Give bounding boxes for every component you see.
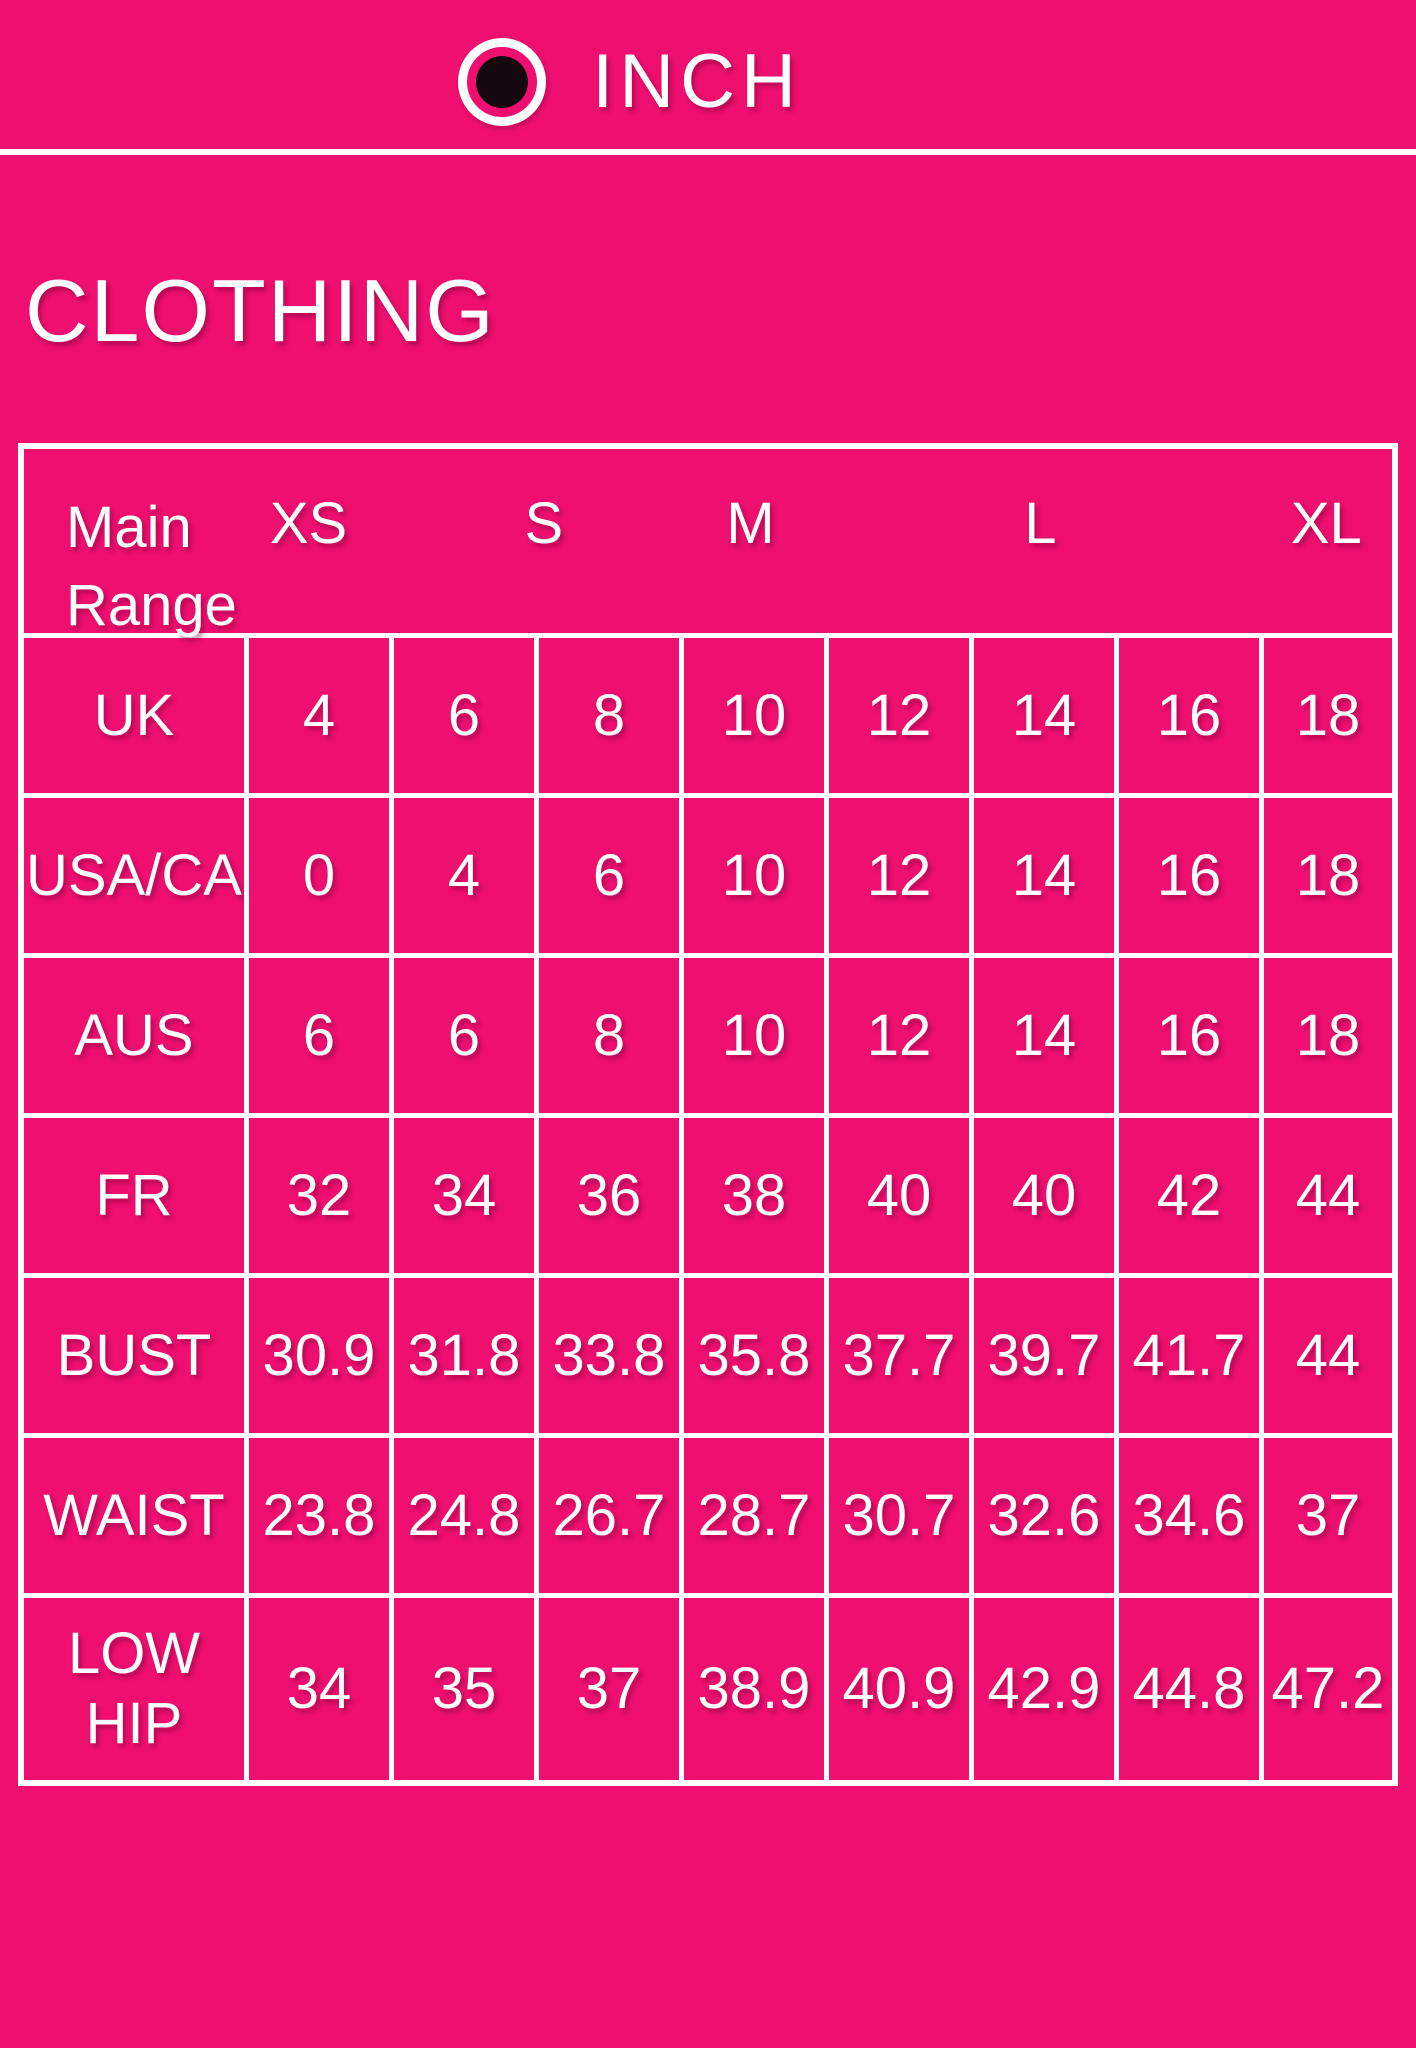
size-value-cell: 32.6: [969, 1433, 1114, 1593]
size-value-cell: 18: [1259, 633, 1392, 793]
size-value-cell: 4: [389, 793, 534, 953]
size-value-cell: 10: [679, 633, 824, 793]
row-label: UK: [24, 633, 244, 793]
size-header-label: S: [524, 491, 564, 556]
size-value-cell: 40: [824, 1113, 969, 1273]
size-value-cell: 16: [1114, 793, 1259, 953]
size-header-label: L: [1024, 491, 1057, 556]
size-value-cell: 31.8: [389, 1273, 534, 1433]
size-value-cell: 12: [824, 793, 969, 953]
size-value-cell: 36: [534, 1113, 679, 1273]
inch-radio-label[interactable]: INCH: [592, 38, 802, 124]
size-value-cell: 6: [389, 633, 534, 793]
size-value-cell: 47.2: [1259, 1593, 1392, 1780]
size-header-label: XS: [269, 491, 348, 556]
row-label: WAIST: [24, 1433, 244, 1593]
size-value-cell: 10: [679, 953, 824, 1113]
radio-selected-dot: [476, 55, 529, 108]
size-value-cell: 30.7: [824, 1433, 969, 1593]
size-value-cell: 14: [969, 953, 1114, 1113]
size-value-cell: 12: [824, 633, 969, 793]
row-label: BUST: [24, 1273, 244, 1433]
size-value-cell: 34.6: [1114, 1433, 1259, 1593]
size-value-cell: 37: [1259, 1433, 1392, 1593]
row-label: LOW HIP: [24, 1593, 244, 1780]
size-value-cell: 44.8: [1114, 1593, 1259, 1780]
size-value-cell: 16: [1114, 633, 1259, 793]
size-value-cell: 41.7: [1114, 1273, 1259, 1433]
size-value-cell: 12: [824, 953, 969, 1113]
size-value-cell: 44: [1259, 1273, 1392, 1433]
size-value-cell: 24.8: [389, 1433, 534, 1593]
size-value-cell: 42.9: [969, 1593, 1114, 1780]
size-value-cell: 14: [969, 793, 1114, 953]
size-value-cell: 38: [679, 1113, 824, 1273]
clothing-size-table: Main Range XS S M L XL UK 4 6 8 10 12 14 16 18 USA/CA…: [18, 443, 1398, 1786]
size-value-cell: 0: [244, 793, 389, 953]
size-header-label: XL: [1290, 491, 1362, 556]
size-value-cell: 6: [534, 793, 679, 953]
size-value-cell: 10: [679, 793, 824, 953]
size-value-cell: 6: [244, 953, 389, 1113]
size-value-cell: 33.8: [534, 1273, 679, 1433]
size-header-label: M: [726, 491, 775, 556]
size-value-cell: 18: [1259, 793, 1392, 953]
size-value-cell: 34: [389, 1113, 534, 1273]
size-value-cell: 38.9: [679, 1593, 824, 1780]
size-value-cell: 26.7: [534, 1433, 679, 1593]
size-value-cell: 44: [1259, 1113, 1392, 1273]
size-value-cell: 39.7: [969, 1273, 1114, 1433]
size-value-cell: 37: [534, 1593, 679, 1780]
size-value-cell: 40: [969, 1113, 1114, 1273]
corner-label: Main Range: [66, 495, 237, 639]
size-value-cell: 8: [534, 953, 679, 1113]
size-value-cell: 35: [389, 1593, 534, 1780]
size-value-cell: 4: [244, 633, 389, 793]
section-title: CLOTHING: [25, 261, 496, 360]
size-value-cell: 42: [1114, 1113, 1259, 1273]
table-header-row: Main Range XS S M L XL: [24, 449, 1392, 639]
size-value-cell: 30.9: [244, 1273, 389, 1433]
unit-selector-group: INCH: [458, 37, 802, 126]
size-value-cell: 14: [969, 633, 1114, 793]
inch-radio-button[interactable]: [458, 37, 547, 126]
size-value-cell: 34: [244, 1593, 389, 1780]
size-value-cell: 6: [389, 953, 534, 1113]
size-value-cell: 32: [244, 1113, 389, 1273]
size-value-cell: 35.8: [679, 1273, 824, 1433]
unit-selector-bar: INCH: [0, 0, 1416, 155]
size-value-cell: 37.7: [824, 1273, 969, 1433]
size-value-cell: 28.7: [679, 1433, 824, 1593]
row-label: USA/CA: [24, 793, 244, 953]
size-value-cell: 23.8: [244, 1433, 389, 1593]
row-label: AUS: [24, 953, 244, 1113]
size-value-cell: 40.9: [824, 1593, 969, 1780]
size-value-cell: 18: [1259, 953, 1392, 1113]
size-value-cell: 16: [1114, 953, 1259, 1113]
size-value-cell: 8: [534, 633, 679, 793]
row-label: FR: [24, 1113, 244, 1273]
